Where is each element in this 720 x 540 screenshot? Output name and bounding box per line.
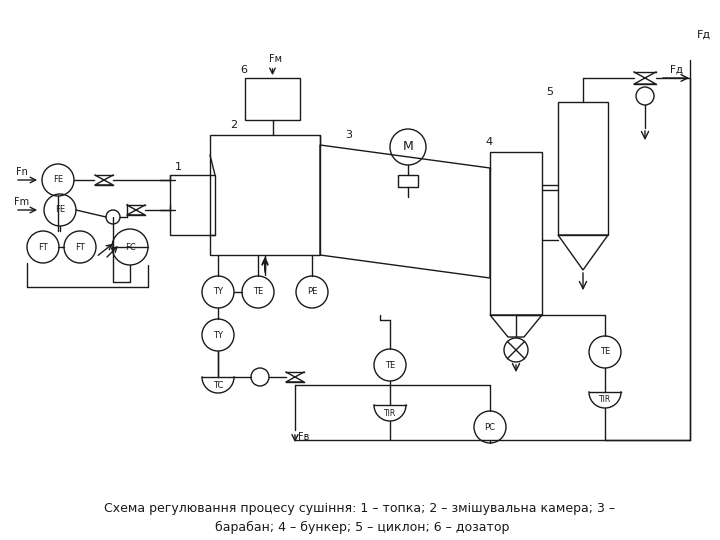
Text: PC: PC [485, 422, 495, 431]
Text: TE: TE [385, 361, 395, 369]
Text: 6: 6 [240, 65, 247, 75]
Text: TE: TE [253, 287, 263, 296]
Bar [490, 152, 542, 315]
Bar [210, 135, 320, 255]
Text: Fд: Fд [670, 65, 683, 75]
Text: Fв: Fв [298, 432, 310, 442]
Text: TY: TY [213, 330, 223, 340]
Text: 5: 5 [546, 87, 553, 97]
Text: TIR: TIR [384, 408, 396, 417]
Text: FE: FE [53, 176, 63, 185]
Text: FT: FT [75, 242, 85, 252]
Text: FC: FC [125, 242, 135, 252]
Text: PE: PE [307, 287, 318, 296]
Text: 2: 2 [230, 120, 237, 130]
Text: 4: 4 [485, 137, 492, 147]
Text: Fм: Fм [269, 54, 282, 64]
Text: FE: FE [55, 206, 65, 214]
Bar [558, 102, 608, 235]
Text: 3: 3 [345, 130, 352, 140]
Bar [398, 175, 418, 187]
Bar [170, 175, 215, 235]
Text: 1: 1 [175, 162, 182, 172]
Text: TE: TE [600, 348, 610, 356]
Text: Fm: Fm [14, 197, 29, 207]
Text: Fд: Fд [697, 30, 711, 40]
Text: TIR: TIR [599, 395, 611, 404]
Text: Fn: Fn [16, 167, 28, 177]
Text: M: M [402, 140, 413, 153]
Text: TC: TC [213, 381, 223, 389]
Text: Схема регулювання процесу сушіння: 1 – топка; 2 – змішувальна камера; 3 –
 бараб: Схема регулювання процесу сушіння: 1 – т… [104, 502, 616, 534]
Text: TY: TY [213, 287, 223, 296]
Bar [245, 78, 300, 120]
Text: FT: FT [38, 242, 48, 252]
